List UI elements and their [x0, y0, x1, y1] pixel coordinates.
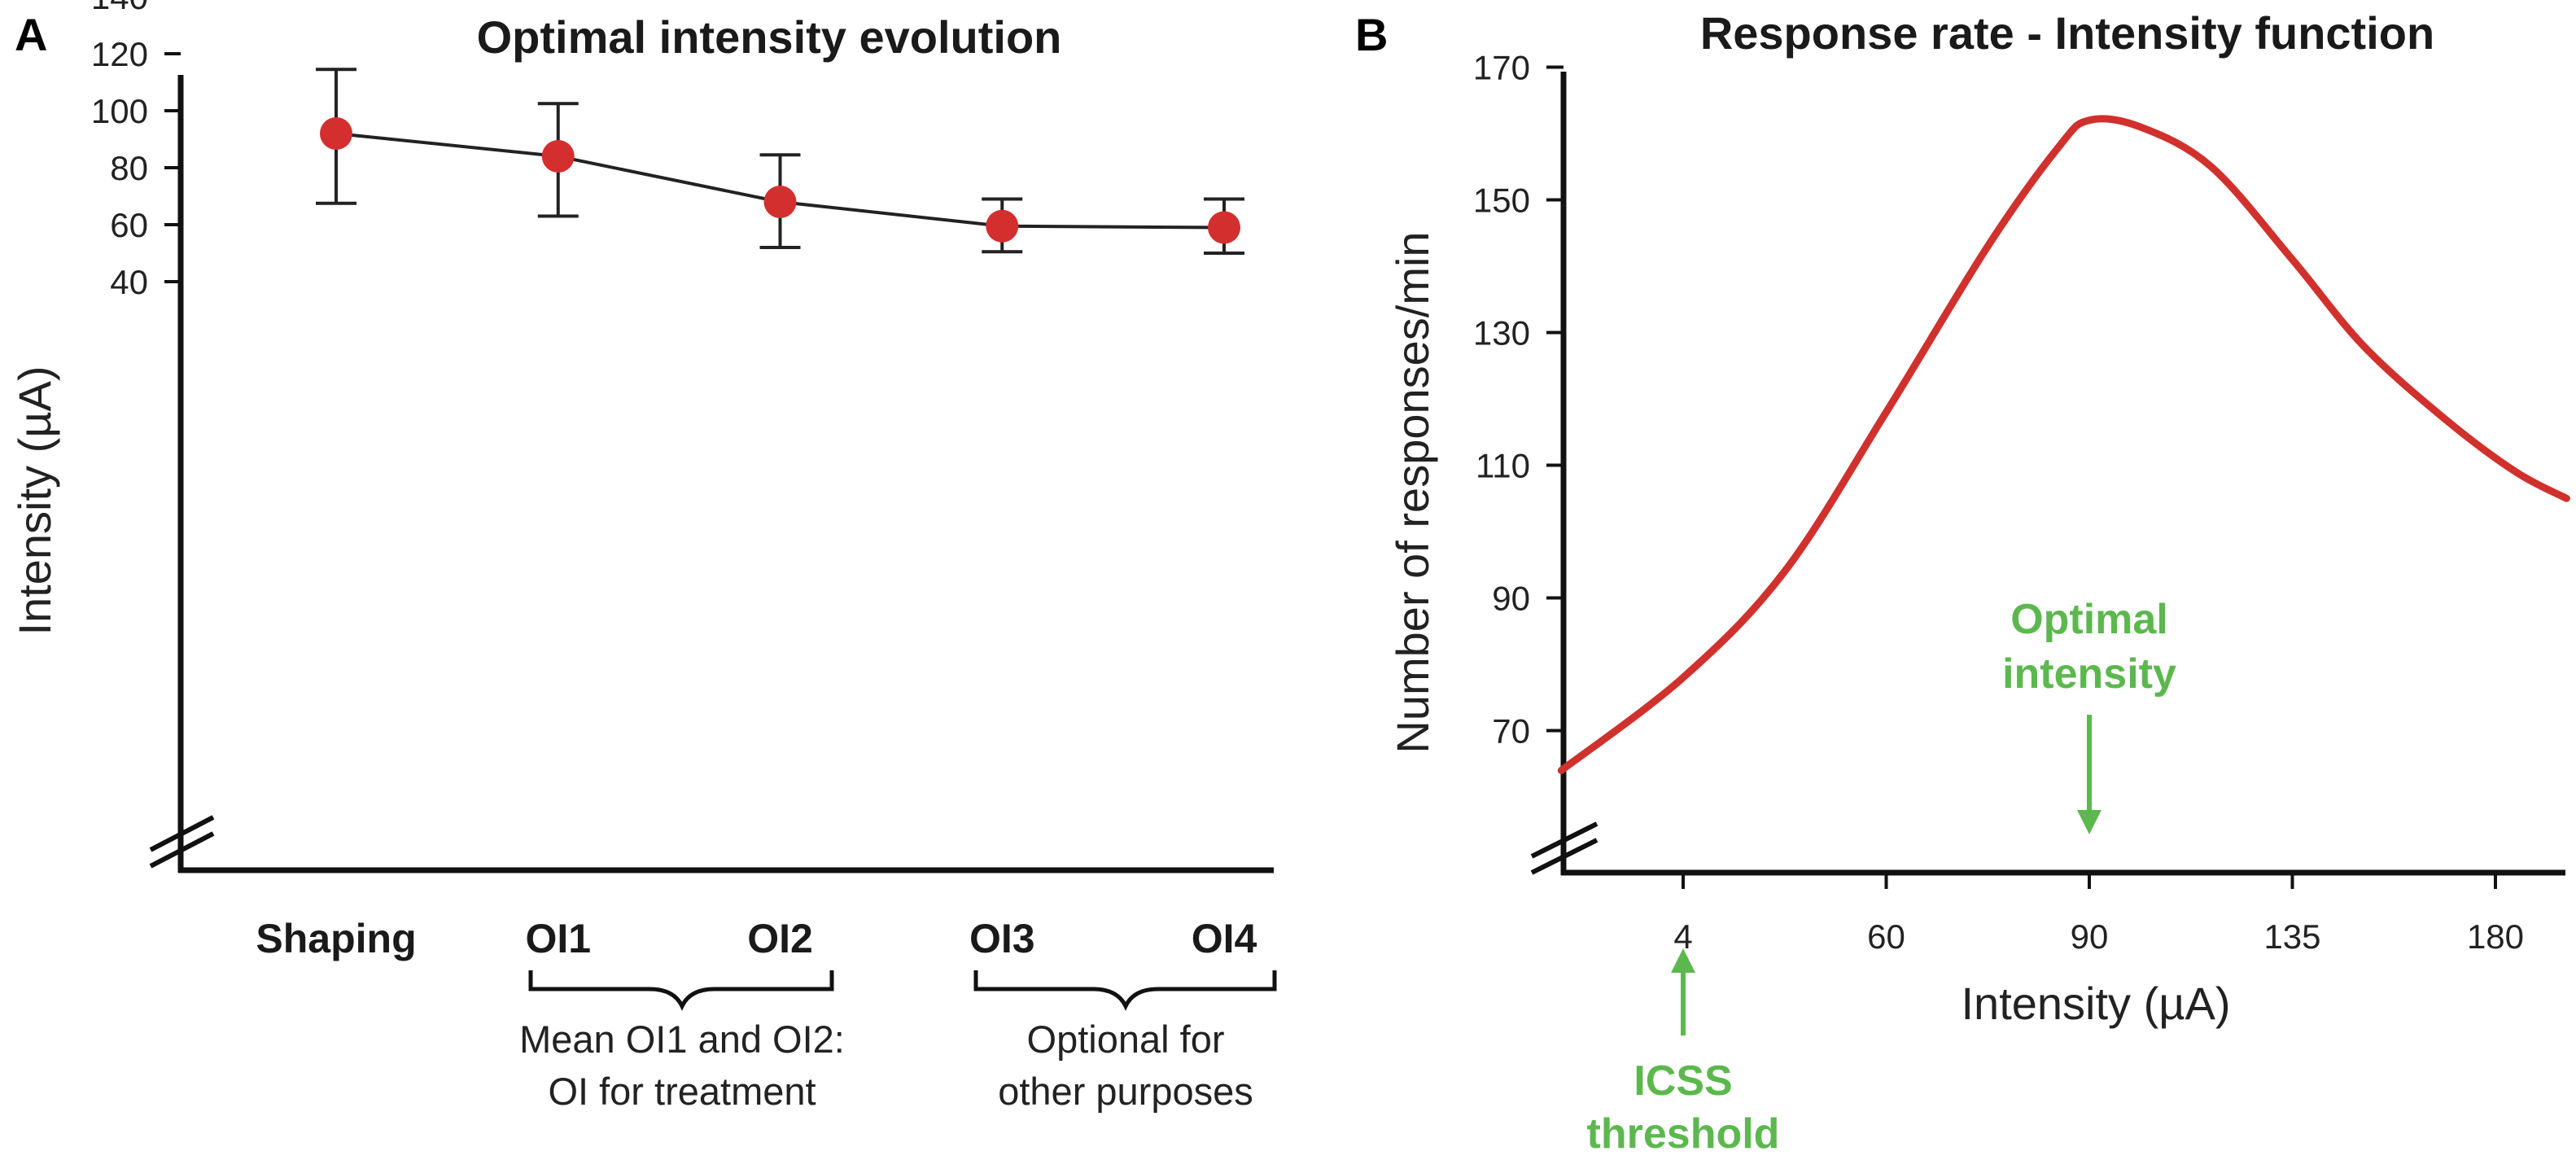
panel-b: B Response rate - Intensity function Num… [1355, 7, 2570, 1158]
panel-a-y-tick-label: 80 [110, 149, 148, 187]
panel-a-y-tick-label: 60 [110, 206, 148, 244]
group-label-optional-line2: other purposes [998, 1070, 1253, 1113]
panel-a-category-label: OI3 [969, 916, 1035, 961]
panel-b-x-tick-label: 180 [2467, 917, 2524, 956]
group-label-treatment-line2: OI for treatment [548, 1070, 816, 1113]
panel-b-axis-break [1530, 821, 1599, 875]
panel-a-data-point [1208, 211, 1240, 244]
panel-b-y-ticks: 70 90 110 130 150 170 [1473, 49, 1564, 751]
panel-a-y-tick-label: 120 [91, 35, 148, 73]
group-label-treatment-line1: Mean OI1 and OI2: [519, 1018, 845, 1061]
panel-b-x-tick-label: 135 [2263, 917, 2320, 956]
panel-b-y-tick-label: 170 [1473, 49, 1530, 87]
optimal-intensity-annotation: Optimal intensity [2002, 596, 2176, 834]
panel-b-letter: B [1355, 9, 1388, 60]
panel-a-category-label: OI4 [1192, 916, 1257, 961]
panel-a-y-tick-label: 40 [110, 263, 148, 301]
panel-a-data-point [986, 209, 1019, 243]
panel-a-y-axis-title: Intensity (µA) [9, 366, 60, 635]
bracket-oi3-oi4 [973, 970, 1277, 1011]
optimal-intensity-label-line1: Optimal [2010, 596, 2168, 643]
bracket-oi1-oi2 [528, 970, 834, 1011]
panel-a-letter: A [15, 9, 47, 60]
panel-a-data-points [320, 117, 1240, 244]
panel-b-y-tick-label: 130 [1473, 314, 1530, 352]
panel-b-y-tick-label: 70 [1492, 712, 1530, 751]
panel-b-x-tick-label: 60 [1867, 917, 1905, 956]
icss-threshold-label-line1: ICSS [1634, 1057, 1732, 1105]
panel-b-y-tick-label: 150 [1473, 182, 1530, 220]
panel-a-category-label: OI2 [747, 916, 813, 961]
panel-a-y-tick-label: 140 [91, 0, 148, 16]
panel-a-data-point [541, 140, 575, 173]
panel-a-y-ticks: 40 60 80 100 120 140 [91, 0, 181, 301]
group-label-optional-line1: Optional for [1027, 1018, 1225, 1061]
panel-a-axis-break [149, 815, 215, 869]
panel-a-title: Optimal intensity evolution [477, 11, 1062, 63]
panel-b-title: Response rate - Intensity function [1700, 7, 2434, 59]
icss-threshold-label-line2: threshold [1587, 1110, 1780, 1158]
panel-a-category-label: Shaping [256, 916, 416, 961]
response-rate-curve [1557, 115, 2570, 774]
panel-a-y-tick-label: 100 [91, 92, 148, 130]
icss-threshold-annotation: ICSS threshold [1587, 948, 1780, 1158]
panel-b-y-tick-label: 90 [1492, 580, 1530, 618]
panel-b-x-tick-label: 90 [2071, 917, 2109, 956]
panel-b-y-tick-label: 110 [1476, 447, 1530, 485]
panel-a-data-point [763, 186, 797, 218]
panel-b-x-tick-label: 4 [1673, 917, 1692, 956]
panel-a: A Optimal intensity evolution Intensity … [9, 0, 1277, 1113]
panel-b-x-axis-title: Intensity (µA) [1961, 978, 2230, 1029]
panel-b-x-ticks: 4 60 90 135 180 [1673, 873, 2524, 956]
panel-a-category-label: OI1 [525, 916, 591, 961]
panel-b-y-axis-title: Number of responses/min [1387, 231, 1438, 753]
optimal-intensity-label-line2: intensity [2002, 650, 2176, 698]
panel-a-data-point [320, 117, 352, 150]
panel-a-x-categories: Shaping OI1 OI2 OI3 OI4 [256, 916, 1257, 961]
